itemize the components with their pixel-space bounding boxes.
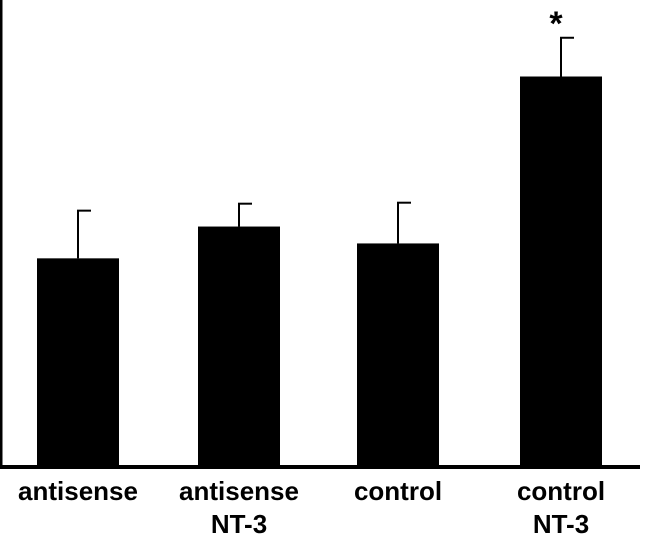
x-tick-label: control <box>354 476 442 506</box>
x-tick-label: NT-3 <box>533 509 589 539</box>
significance-marker: * <box>549 5 563 43</box>
bar <box>357 243 439 467</box>
x-tick-label: control <box>517 476 605 506</box>
x-tick-label: NT-3 <box>211 509 267 539</box>
bar <box>198 226 280 467</box>
bar <box>37 258 119 467</box>
x-tick-label: antisense <box>179 476 299 506</box>
bar <box>520 76 602 467</box>
x-tick-label: antisense <box>18 476 138 506</box>
